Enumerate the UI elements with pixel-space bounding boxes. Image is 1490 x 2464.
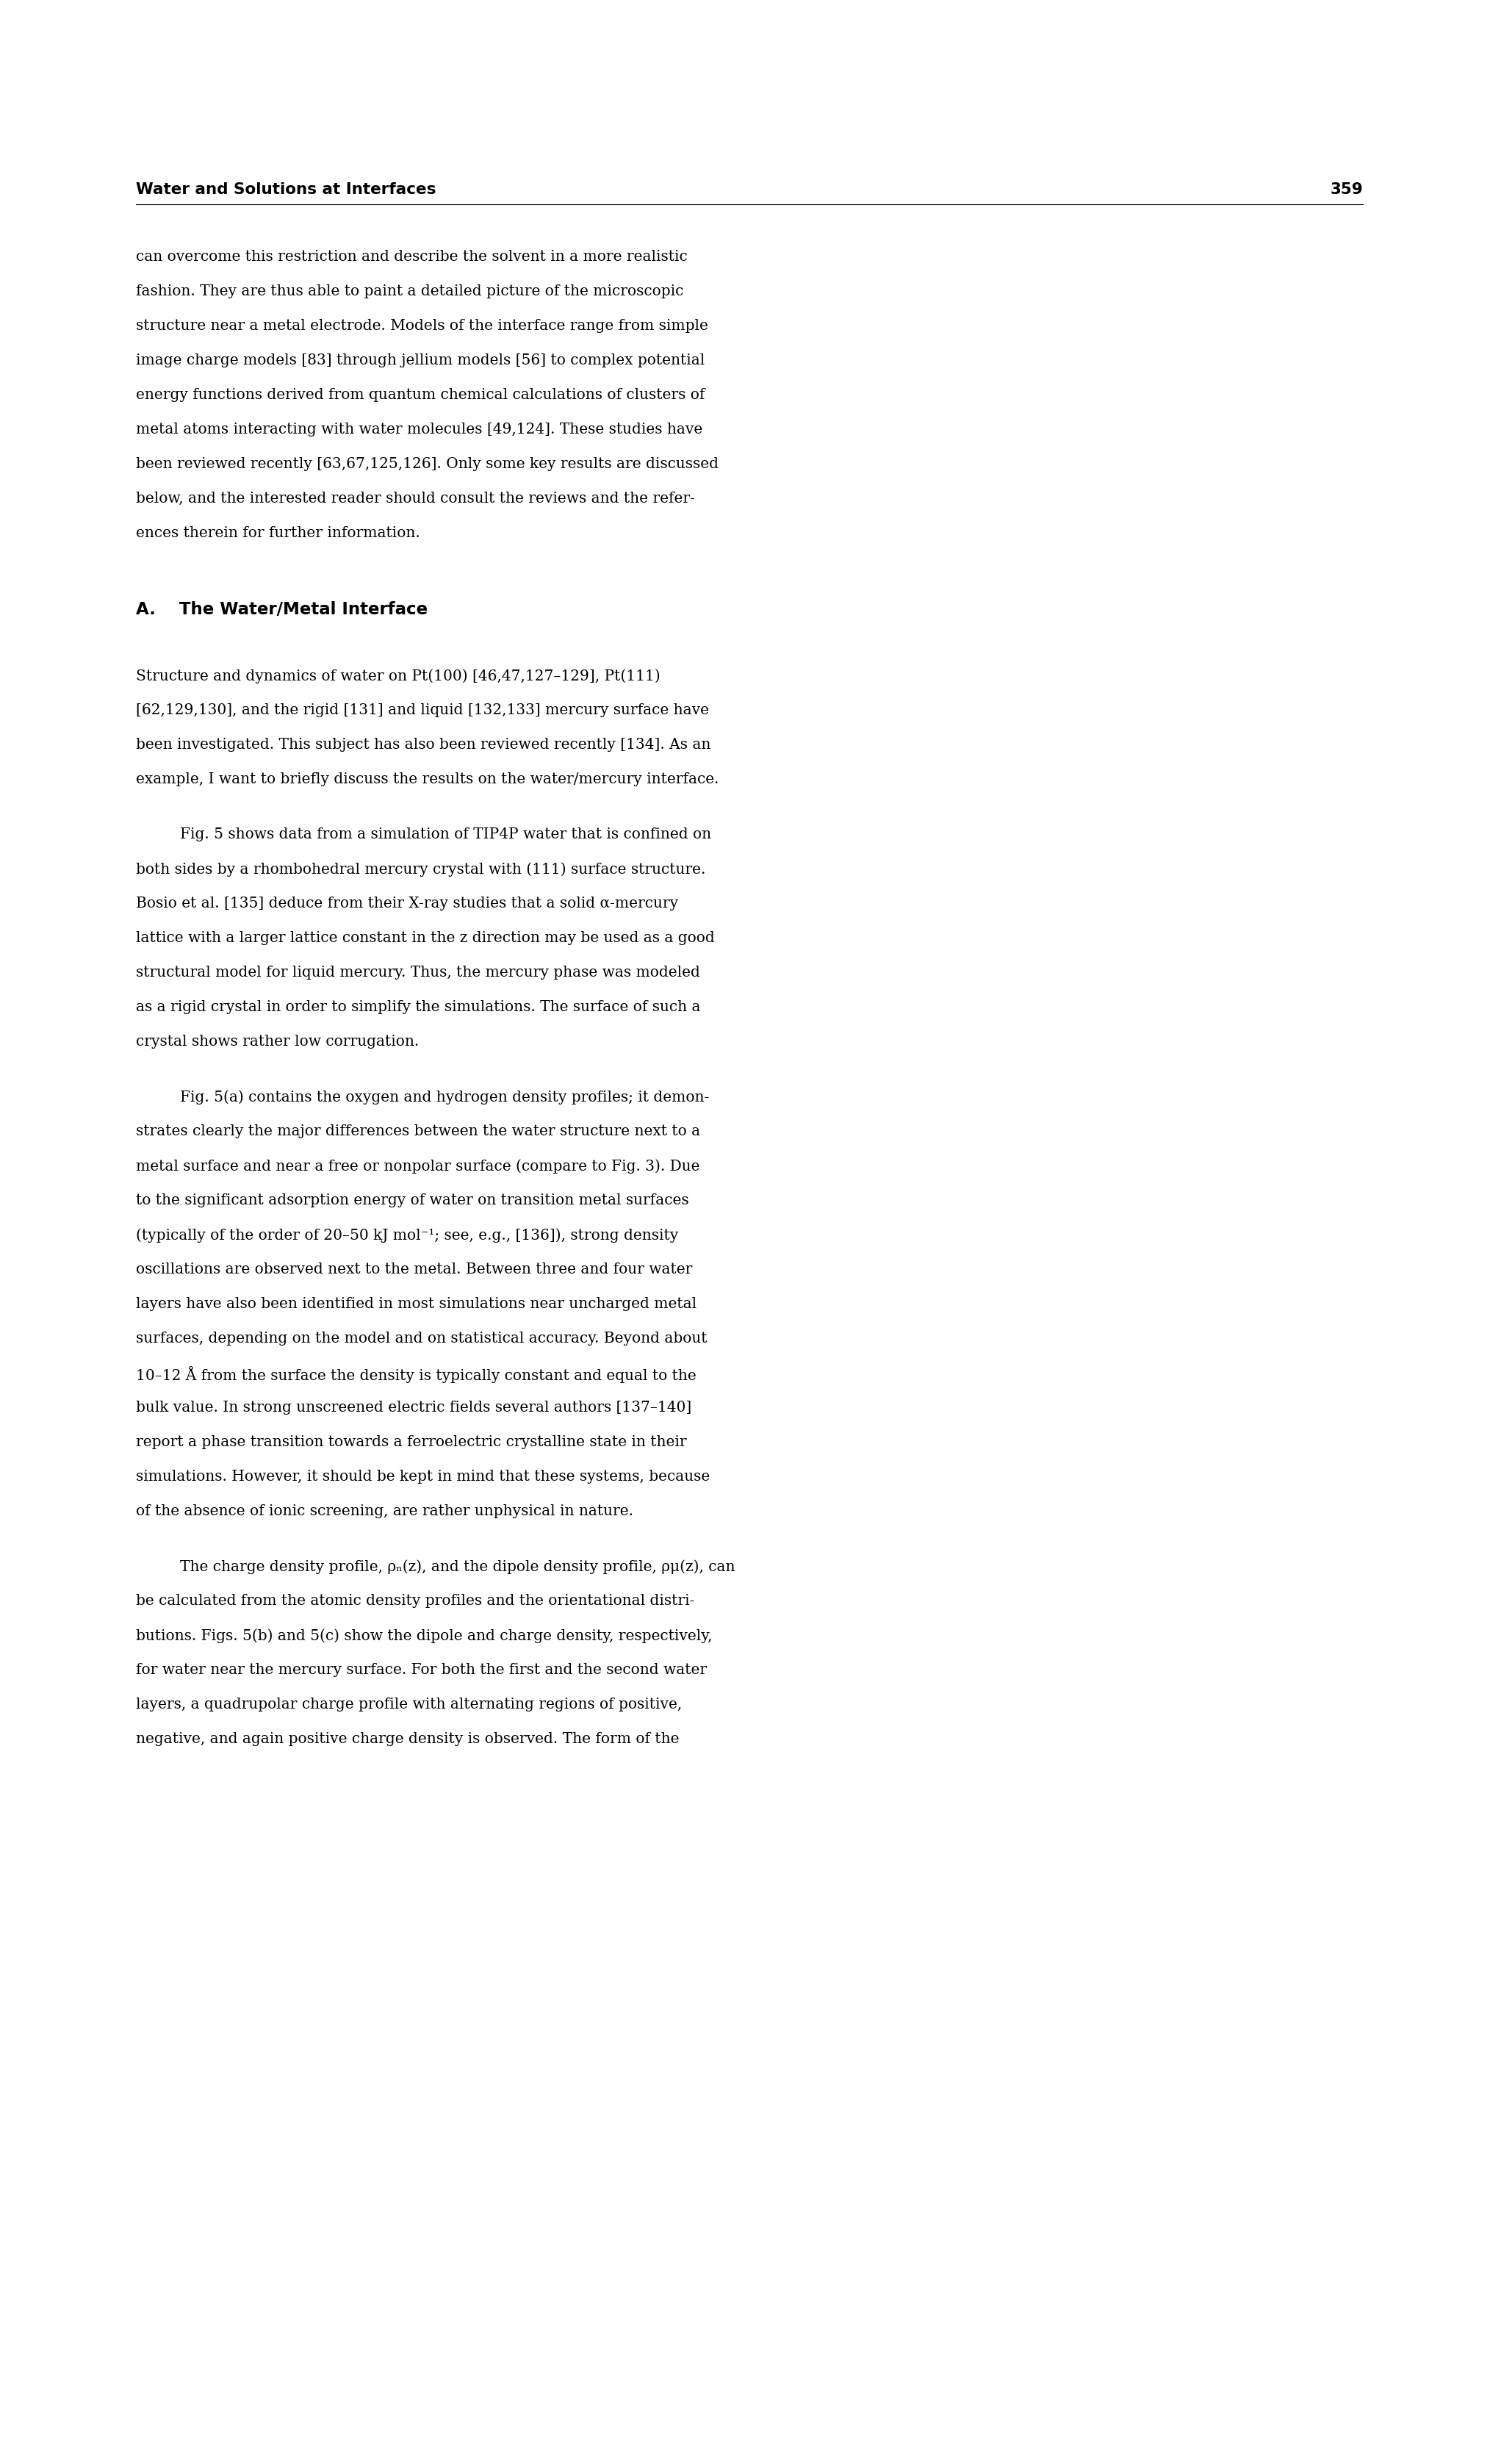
- Text: ences therein for further information.: ences therein for further information.: [136, 527, 420, 540]
- Text: below, and the interested reader should consult the reviews and the refer-: below, and the interested reader should …: [136, 493, 694, 505]
- Text: can overcome this restriction and describe the solvent in a more realistic: can overcome this restriction and descri…: [136, 249, 687, 264]
- Text: been investigated. This subject has also been reviewed recently [134]. As an: been investigated. This subject has also…: [136, 737, 711, 752]
- Text: layers have also been identified in most simulations near uncharged metal: layers have also been identified in most…: [136, 1296, 697, 1311]
- Text: simulations. However, it should be kept in mind that these systems, because: simulations. However, it should be kept …: [136, 1469, 709, 1483]
- Text: A.    The Water/Metal Interface: A. The Water/Metal Interface: [136, 601, 428, 618]
- Text: Fig. 5 shows data from a simulation of TIP4P water that is confined on: Fig. 5 shows data from a simulation of T…: [180, 828, 711, 840]
- Text: fashion. They are thus able to paint a detailed picture of the microscopic: fashion. They are thus able to paint a d…: [136, 283, 684, 298]
- Text: report a phase transition towards a ferroelectric crystalline state in their: report a phase transition towards a ferr…: [136, 1434, 687, 1449]
- Text: structure near a metal electrode. Models of the interface range from simple: structure near a metal electrode. Models…: [136, 318, 708, 333]
- Text: been reviewed recently [63,67,125,126]. Only some key results are discussed: been reviewed recently [63,67,125,126]. …: [136, 458, 718, 471]
- Text: as a rigid crystal in order to simplify the simulations. The surface of such a: as a rigid crystal in order to simplify …: [136, 1000, 700, 1015]
- Text: of the absence of ionic screening, are rather unphysical in nature.: of the absence of ionic screening, are r…: [136, 1503, 633, 1518]
- Text: structural model for liquid mercury. Thus, the mercury phase was modeled: structural model for liquid mercury. Thu…: [136, 966, 700, 981]
- Text: be calculated from the atomic density profiles and the orientational distri-: be calculated from the atomic density pr…: [136, 1594, 694, 1609]
- Text: surfaces, depending on the model and on statistical accuracy. Beyond about: surfaces, depending on the model and on …: [136, 1331, 708, 1345]
- Text: 359: 359: [1331, 182, 1363, 197]
- Text: Fig. 5(a) contains the oxygen and hydrogen density profiles; it demon-: Fig. 5(a) contains the oxygen and hydrog…: [180, 1089, 709, 1104]
- Text: 10–12 Å from the surface the density is typically constant and equal to the: 10–12 Å from the surface the density is …: [136, 1365, 696, 1382]
- Text: example, I want to briefly discuss the results on the water/mercury interface.: example, I want to briefly discuss the r…: [136, 771, 718, 786]
- Text: (typically of the order of 20–50 kJ mol⁻¹; see, e.g., [136]), strong density: (typically of the order of 20–50 kJ mol⁻…: [136, 1227, 678, 1242]
- Text: layers, a quadrupolar charge profile with alternating regions of positive,: layers, a quadrupolar charge profile wit…: [136, 1698, 682, 1712]
- Text: for water near the mercury surface. For both the first and the second water: for water near the mercury surface. For …: [136, 1663, 706, 1678]
- Text: Bosio et al. [135] deduce from their X-ray studies that a solid α-mercury: Bosio et al. [135] deduce from their X-r…: [136, 897, 678, 912]
- Text: The charge density profile, ρₙ(z), and the dipole density profile, ρμ(z), can: The charge density profile, ρₙ(z), and t…: [180, 1560, 735, 1574]
- Text: energy functions derived from quantum chemical calculations of clusters of: energy functions derived from quantum ch…: [136, 387, 705, 402]
- Text: oscillations are observed next to the metal. Between three and four water: oscillations are observed next to the me…: [136, 1262, 693, 1276]
- Text: Water and Solutions at Interfaces: Water and Solutions at Interfaces: [136, 182, 437, 197]
- Text: negative, and again positive charge density is observed. The form of the: negative, and again positive charge dens…: [136, 1732, 679, 1747]
- Text: strates clearly the major differences between the water structure next to a: strates clearly the major differences be…: [136, 1124, 700, 1138]
- Text: bulk value. In strong unscreened electric fields several authors [137–140]: bulk value. In strong unscreened electri…: [136, 1400, 691, 1414]
- Text: metal atoms interacting with water molecules [49,124]. These studies have: metal atoms interacting with water molec…: [136, 421, 703, 436]
- Text: Structure and dynamics of water on Pt(100) [46,47,127–129], Pt(111): Structure and dynamics of water on Pt(10…: [136, 668, 660, 683]
- Text: butions. Figs. 5(b) and 5(c) show the dipole and charge density, respectively,: butions. Figs. 5(b) and 5(c) show the di…: [136, 1629, 712, 1643]
- Text: both sides by a rhombohedral mercury crystal with (111) surface structure.: both sides by a rhombohedral mercury cry…: [136, 862, 706, 877]
- Text: crystal shows rather low corrugation.: crystal shows rather low corrugation.: [136, 1035, 419, 1050]
- Text: [62,129,130], and the rigid [131] and liquid [132,133] mercury surface have: [62,129,130], and the rigid [131] and li…: [136, 702, 709, 717]
- Text: image charge models [83] through jellium models [56] to complex potential: image charge models [83] through jellium…: [136, 352, 705, 367]
- Text: to the significant adsorption energy of water on transition metal surfaces: to the significant adsorption energy of …: [136, 1193, 688, 1207]
- Text: metal surface and near a free or nonpolar surface (compare to Fig. 3). Due: metal surface and near a free or nonpola…: [136, 1158, 700, 1173]
- Text: lattice with a larger lattice constant in the z direction may be used as a good: lattice with a larger lattice constant i…: [136, 931, 715, 946]
